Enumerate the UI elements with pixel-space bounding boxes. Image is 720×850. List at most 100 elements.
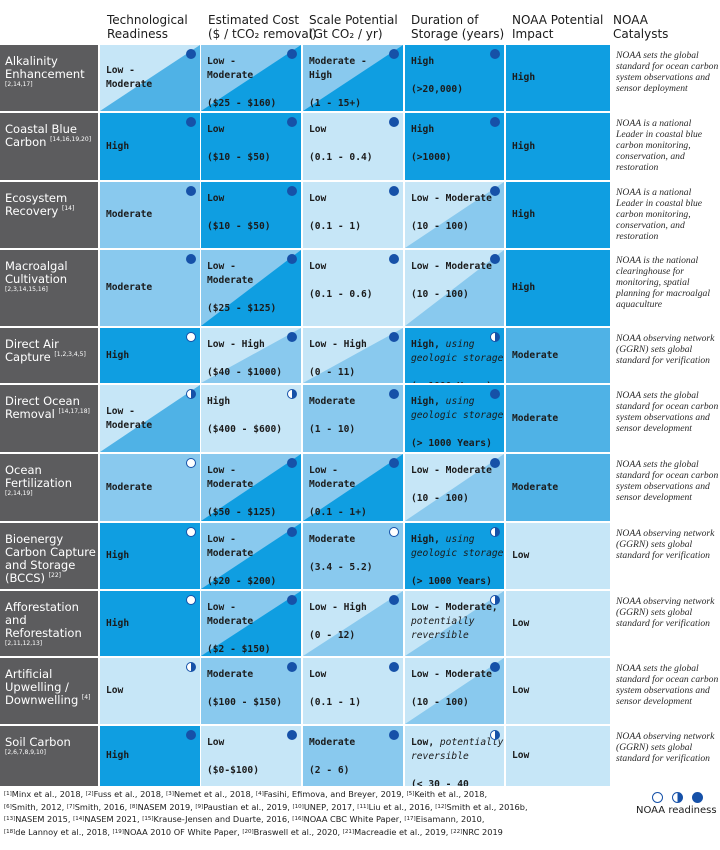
method-refs: [4] [81,694,91,701]
cell-range: (10 - 100) [411,221,469,232]
ref-text: Smith et al., 2016b, [446,801,528,812]
duration-cell: Low - Moderate (10 - 100) [405,182,504,248]
impact-cell: Low [506,726,610,786]
cell-text: High [106,617,129,631]
cell-text: Low ($10 - $50) [207,123,271,165]
impact-cell: High [506,250,610,326]
gap [411,478,492,492]
readiness-full-icon [490,186,500,196]
gap [207,83,276,97]
duration-level: High, [411,339,440,350]
ref-text: Smith, 2016, [74,801,130,812]
cell-range: (10 - 100) [411,289,469,300]
cell-text: Low - High ($40 - $1000) [207,338,282,380]
cell-value: Low - High [309,339,367,350]
cost-cell: Low - High ($40 - $1000) [201,328,301,383]
readiness-full-icon [490,117,500,127]
readiness-empty-icon [186,595,196,605]
ref-text: Keith et al., 2018, [414,789,488,799]
impact-cell: High [506,113,610,180]
noaa-catalyst-cell: NOAA observing network (GGRN) sets globa… [611,328,720,383]
gap [207,750,259,764]
method-refs: [2,14,19] [5,490,33,497]
readiness-full-icon [389,49,399,59]
tech-readiness-cell: High [100,726,200,786]
readiness-full-icon [389,389,399,399]
cell-range: ($2 - $150) [207,644,271,655]
scale-cell: Moderate (3.4 - 5.2) [303,523,403,589]
noaa-catalyst-cell: NOAA sets the global standard for ocean … [611,658,720,724]
gap [411,764,504,778]
noaa-catalyst-cell: NOAA sets the global standard for ocean … [611,454,720,521]
method-refs: [2,6,7,8,9,10] [5,749,46,756]
method-name: Ecosystem Recovery [5,191,68,218]
cell-text: Low - Moderate (10 - 100) [411,668,492,710]
ref-text: NASEM 2021, [84,814,143,824]
cell-value: Low - Moderate [411,193,492,204]
ref-text: Paustian et al., 2019, [203,801,293,812]
cell-value: High [106,617,130,629]
diagonal-split [201,45,301,111]
diagonal-split [201,454,301,521]
method-refs: [14,16,19,20] [50,136,92,143]
cell-value: High [411,56,435,67]
diagonal-split [201,250,301,326]
ref-text: NASEM 2015, [15,814,74,824]
ref-text: Nemet et al., 2018, [173,789,256,799]
cell-text: Low - Moderate (0.1 - 1+) [309,464,367,520]
ref-text: Smith, 2012, [11,801,67,812]
ref-number: [11] [357,803,369,810]
table-row: Coastal Blue Carbon [14,16,19,20] High Low… [0,113,720,180]
cell-range: ($0-$100) [207,765,259,776]
ref-number: [22] [451,828,463,835]
method-name: Ocean Fertilization [5,463,72,490]
cell-range: (< 30 - 40 years) [411,779,469,786]
method-name: Direct Ocean Removal [5,394,80,421]
readiness-full-icon [490,458,500,468]
duration-cell: High (>20,000) [405,45,504,111]
cost-cell: Low - Moderate ($25 - $160) [201,45,301,111]
cell-value: High [106,750,130,761]
legend-label: NOAA readiness [636,805,717,816]
cell-text: High ($400 - $600) [207,395,282,437]
cell-value: Low [106,685,124,696]
method-refs: [2,11,12,13] [5,640,43,647]
ref-text: NASEM 2019, [137,801,196,812]
cell-value: Low [512,685,530,696]
noaa-catalyst-cell: NOAA is a national Leader in coastal blu… [611,113,720,180]
duration-level: Low - Moderate, [411,602,498,613]
duration-cell: Low - Moderate (10 - 100) [405,250,504,326]
header-tech-readiness: Technological Readiness [107,13,188,41]
readiness-full-icon [389,332,399,342]
cell-value: Low - Moderate [411,261,492,272]
readiness-full-icon [186,254,196,264]
ref-text: NRC 2019 [462,826,503,837]
gap [411,366,504,380]
readiness-full-icon [692,792,703,803]
method-name-cell: Soil Carbon [2,6,7,8,9,10] [0,726,98,786]
table-row: Macroalgal Cultivation [2,3,14,15,16] Mod… [0,250,720,326]
duration-cell: Low - Moderate (10 - 100) [405,658,504,724]
ref-text: Eisamann, 2010, [415,814,485,824]
impact-cell: Low [506,658,610,724]
cell-text: High [512,71,535,85]
method-refs: [14,17,18] [58,408,90,415]
cell-value: Low [512,750,530,761]
diagonal-split [303,45,403,111]
readiness-half-icon [490,332,500,342]
gap [309,750,355,764]
cell-text: Low [512,684,529,698]
method-name: Direct Air Capture [5,337,59,364]
gap [309,547,373,561]
cost-cell: Low - Moderate ($25 - $125) [201,250,301,326]
ref-number: [3] [166,791,174,797]
method-refs: [2,3,14,15,16] [5,286,48,293]
ref-number: [19] [112,828,124,835]
gap [309,352,367,366]
cell-text: Low - Moderate (10 - 100) [411,192,492,234]
cell-text: Low [512,549,529,563]
noaa-catalyst-cell: NOAA observing network (GGRN) sets globa… [611,591,720,656]
header-scale-potential: Scale Potential (Gt CO₂ / yr) [309,13,398,41]
cell-range: (1 - 15+) [309,98,361,109]
cell-text: Moderate - High (1 - 15+) [309,55,367,111]
